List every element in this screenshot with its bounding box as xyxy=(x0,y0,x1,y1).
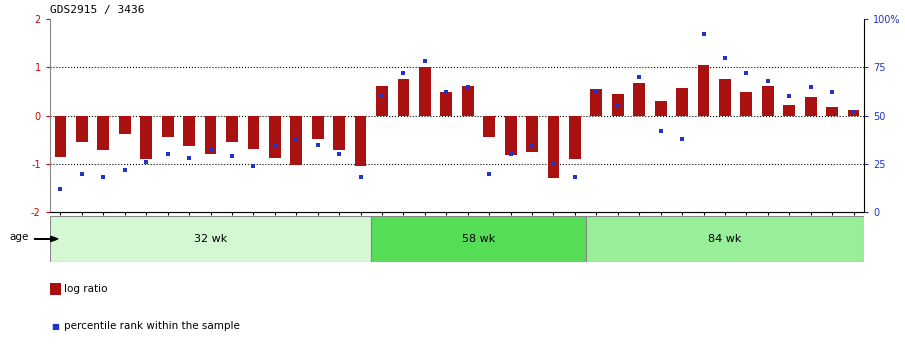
Text: 84 wk: 84 wk xyxy=(709,234,741,244)
Bar xyxy=(826,107,838,116)
Text: percentile rank within the sample: percentile rank within the sample xyxy=(64,321,240,331)
Text: 58 wk: 58 wk xyxy=(462,234,495,244)
Bar xyxy=(569,116,581,159)
Bar xyxy=(654,101,667,116)
Bar xyxy=(140,116,152,159)
Bar xyxy=(183,116,195,146)
Text: age: age xyxy=(9,232,28,242)
Bar xyxy=(333,116,345,150)
Bar xyxy=(119,116,130,134)
Bar xyxy=(226,116,238,142)
Bar xyxy=(291,116,302,165)
Text: ■: ■ xyxy=(52,322,59,331)
Bar xyxy=(719,79,731,116)
Bar xyxy=(526,116,538,152)
Bar xyxy=(548,116,559,178)
Bar xyxy=(419,67,431,116)
Bar xyxy=(805,97,816,116)
Bar xyxy=(397,79,409,116)
Bar xyxy=(247,116,260,149)
Bar xyxy=(162,116,174,137)
Bar xyxy=(784,105,795,116)
Bar xyxy=(50,216,371,262)
Text: 32 wk: 32 wk xyxy=(194,234,227,244)
Bar xyxy=(76,116,88,142)
Bar xyxy=(205,116,216,154)
Bar xyxy=(740,92,752,116)
Bar xyxy=(441,92,452,116)
Bar xyxy=(848,110,860,116)
Bar xyxy=(462,86,473,116)
Bar xyxy=(98,116,110,150)
Bar xyxy=(371,216,586,262)
Bar xyxy=(762,86,774,116)
Text: GDS2915 / 3436: GDS2915 / 3436 xyxy=(50,6,144,16)
Bar xyxy=(54,116,66,157)
Bar xyxy=(312,116,324,139)
Bar xyxy=(586,216,864,262)
Bar xyxy=(634,83,645,116)
Bar xyxy=(483,116,495,137)
Bar xyxy=(269,116,281,158)
Bar xyxy=(698,65,710,116)
Bar xyxy=(590,89,602,116)
Bar xyxy=(355,116,367,166)
Bar xyxy=(612,94,624,116)
Bar xyxy=(376,86,388,116)
Bar xyxy=(505,116,517,155)
Bar xyxy=(676,88,688,116)
Text: log ratio: log ratio xyxy=(64,284,108,294)
